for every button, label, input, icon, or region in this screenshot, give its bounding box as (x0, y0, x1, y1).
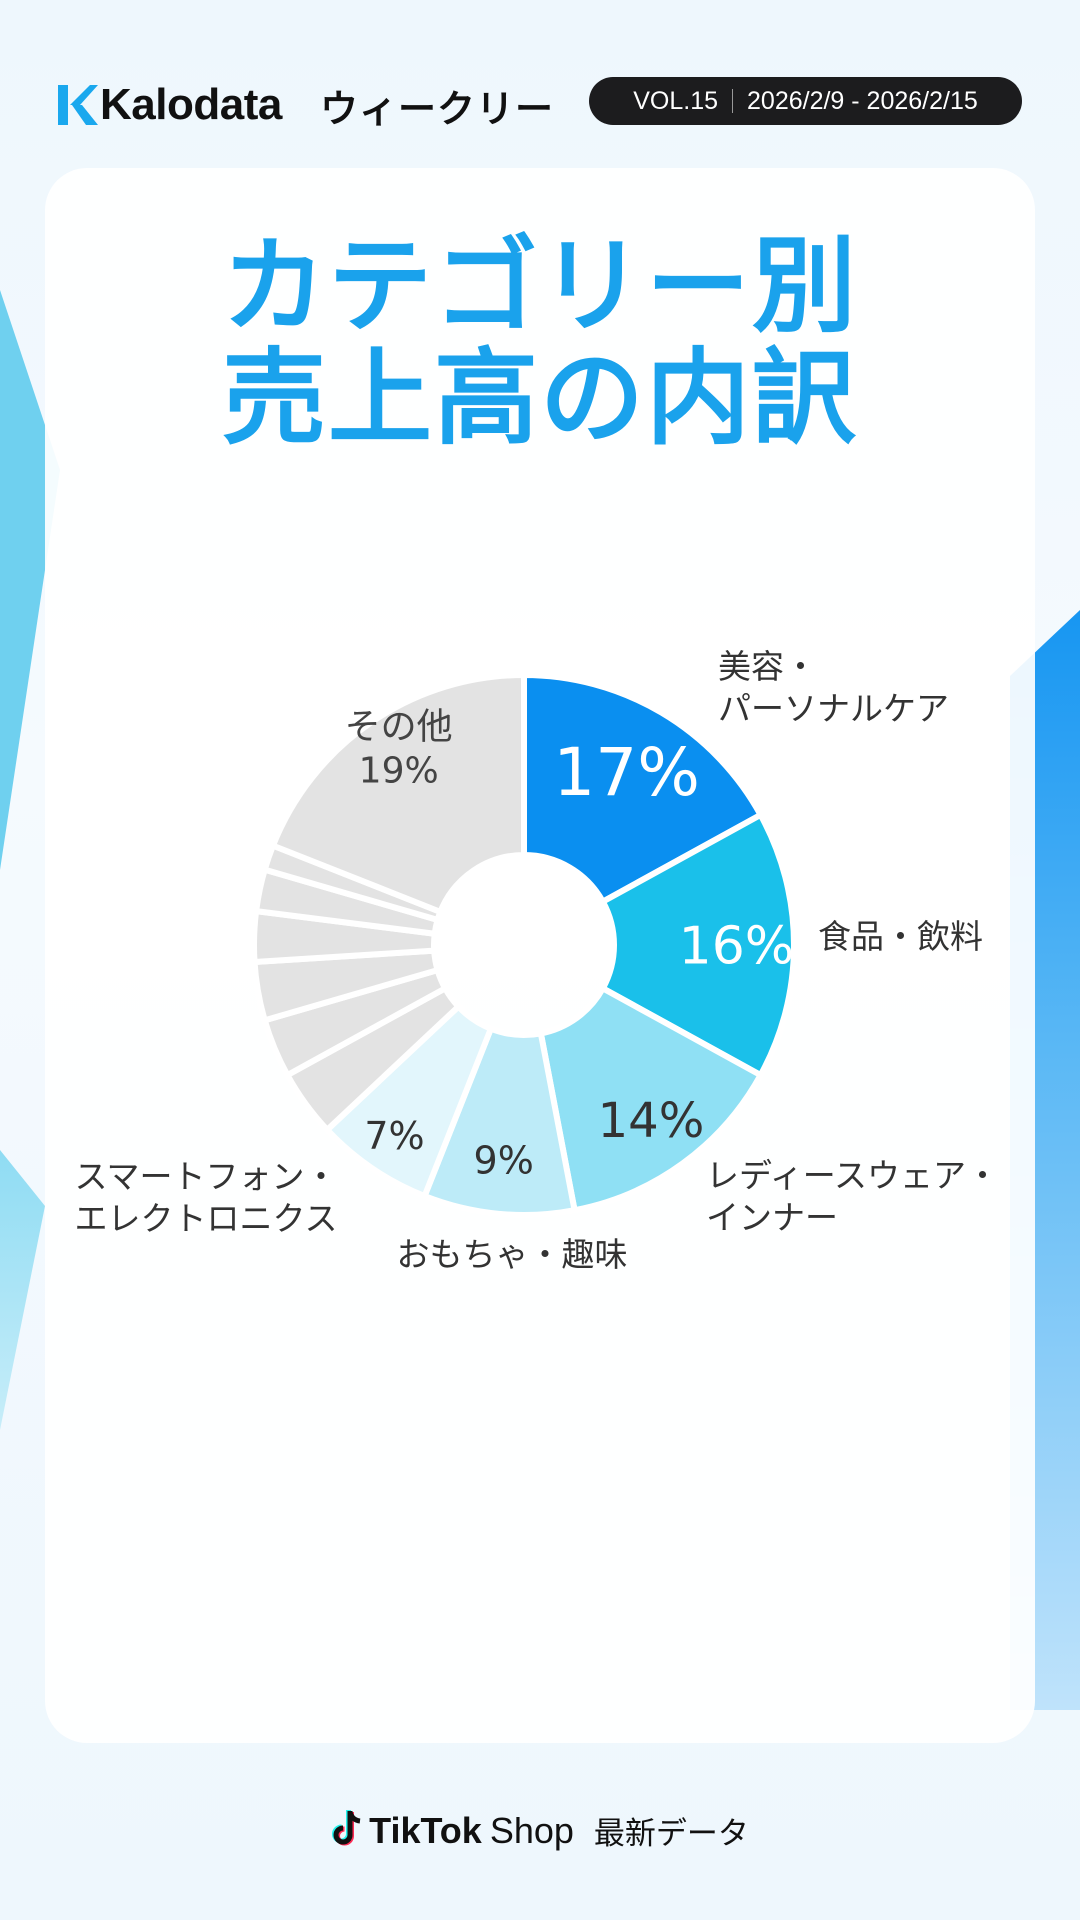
title-line-1: カテゴリー別 (221, 225, 858, 347)
kalodata-logo: Kalodata (58, 80, 282, 130)
tiktok-brand: TikTok (369, 1809, 482, 1851)
volume-number: VOL.15 (633, 86, 719, 115)
category-label-3: レディースウェア・インナー (706, 1156, 999, 1237)
kalodata-k-icon (58, 85, 98, 125)
weekly-label: ウィークリー (320, 87, 555, 131)
header: Kalodata ウィークリー VOL.15 2026/2/9 - 2026/2… (58, 77, 1022, 131)
slice-value-label-1: 17% (553, 734, 700, 811)
page-title: カテゴリー別 売上高の内訳 (0, 230, 1080, 454)
footer: TikTok Shop 最新データ (0, 1808, 1080, 1853)
title-line-2: 売上高の内訳 (221, 337, 858, 459)
slice-value-label-5: 7% (364, 1114, 424, 1158)
donut-slice-12 (269, 671, 527, 916)
donut-slice-2 (598, 810, 797, 1080)
content-card (45, 168, 1035, 1743)
category-label-2: 食品・飲料 (818, 917, 983, 956)
brand-name: Kalodata (100, 80, 282, 129)
category-label-1: 美容・パーソナルケア (718, 647, 949, 728)
date-range: 2026/2/9 - 2026/2/15 (747, 86, 978, 115)
donut-slice-3 (537, 984, 765, 1214)
slice-value-label-12: その他 19% (345, 706, 453, 791)
donut-slice-4 (420, 1024, 579, 1219)
latest-data-label: 最新データ (593, 1816, 749, 1852)
shop-label: Shop (489, 1809, 574, 1851)
tiktok-note-icon (331, 1809, 365, 1853)
slice-value-label-2: 16% (679, 917, 795, 977)
slice-value-label-3: 14% (598, 1093, 705, 1149)
volume-date-badge: VOL.15 2026/2/9 - 2026/2/15 (589, 77, 1022, 125)
category-label-4: おもちゃ・趣味 (397, 1235, 628, 1274)
category-label-5: スマートフォン・エレクトロニクス (74, 1157, 337, 1238)
slice-value-label-4: 9% (474, 1139, 534, 1183)
badge-divider (732, 89, 734, 113)
